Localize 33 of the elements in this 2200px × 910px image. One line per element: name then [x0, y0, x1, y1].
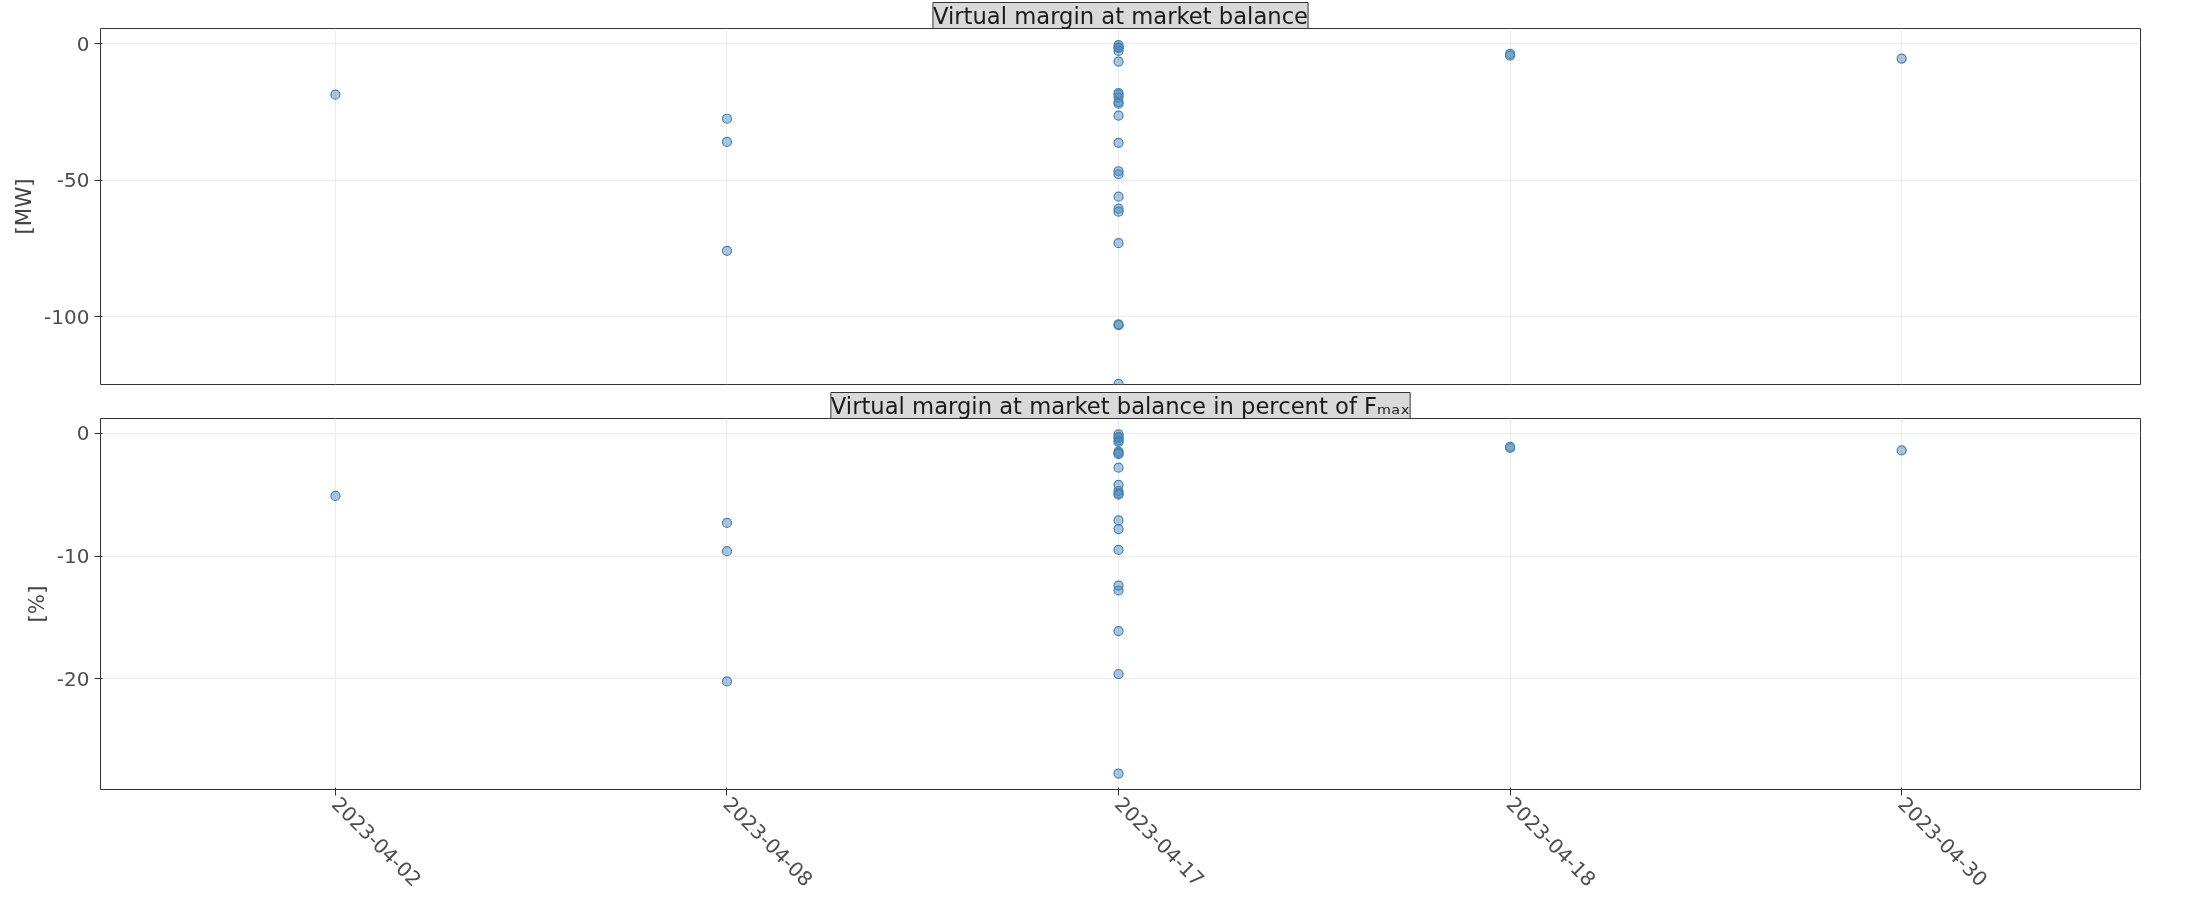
point	[330, 490, 341, 501]
point	[1113, 668, 1124, 680]
point	[721, 245, 733, 256]
y-tick-label: -10	[56, 544, 90, 569]
point	[1113, 137, 1124, 148]
point	[721, 676, 733, 687]
point	[1113, 238, 1124, 249]
point	[1113, 768, 1124, 779]
point	[1896, 445, 1907, 456]
y-axis-title: [%]	[23, 585, 49, 623]
point	[1113, 515, 1124, 526]
point	[1113, 585, 1124, 596]
y-tick-label: 0	[76, 421, 90, 446]
point	[1113, 462, 1124, 473]
point	[330, 89, 341, 100]
chart-title: Virtual margin at market balance in percent of Fₘₐₓ	[830, 392, 1411, 419]
point	[1113, 625, 1124, 637]
point	[1113, 191, 1124, 202]
chart-title: Virtual margin at market balance	[932, 2, 1309, 29]
point	[721, 113, 733, 124]
point	[1896, 53, 1907, 64]
y-tick-label: -20	[56, 666, 90, 691]
point	[721, 546, 733, 557]
point	[1113, 523, 1124, 535]
y-tick-label: -50	[56, 168, 90, 193]
y-axis-title: [MW]	[11, 178, 37, 235]
y-tick-label: -100	[44, 304, 90, 329]
point	[1113, 56, 1124, 67]
point	[721, 136, 733, 148]
point	[1113, 544, 1124, 556]
y-tick-label: 0	[76, 31, 90, 56]
point	[721, 517, 733, 529]
point	[1113, 110, 1124, 121]
